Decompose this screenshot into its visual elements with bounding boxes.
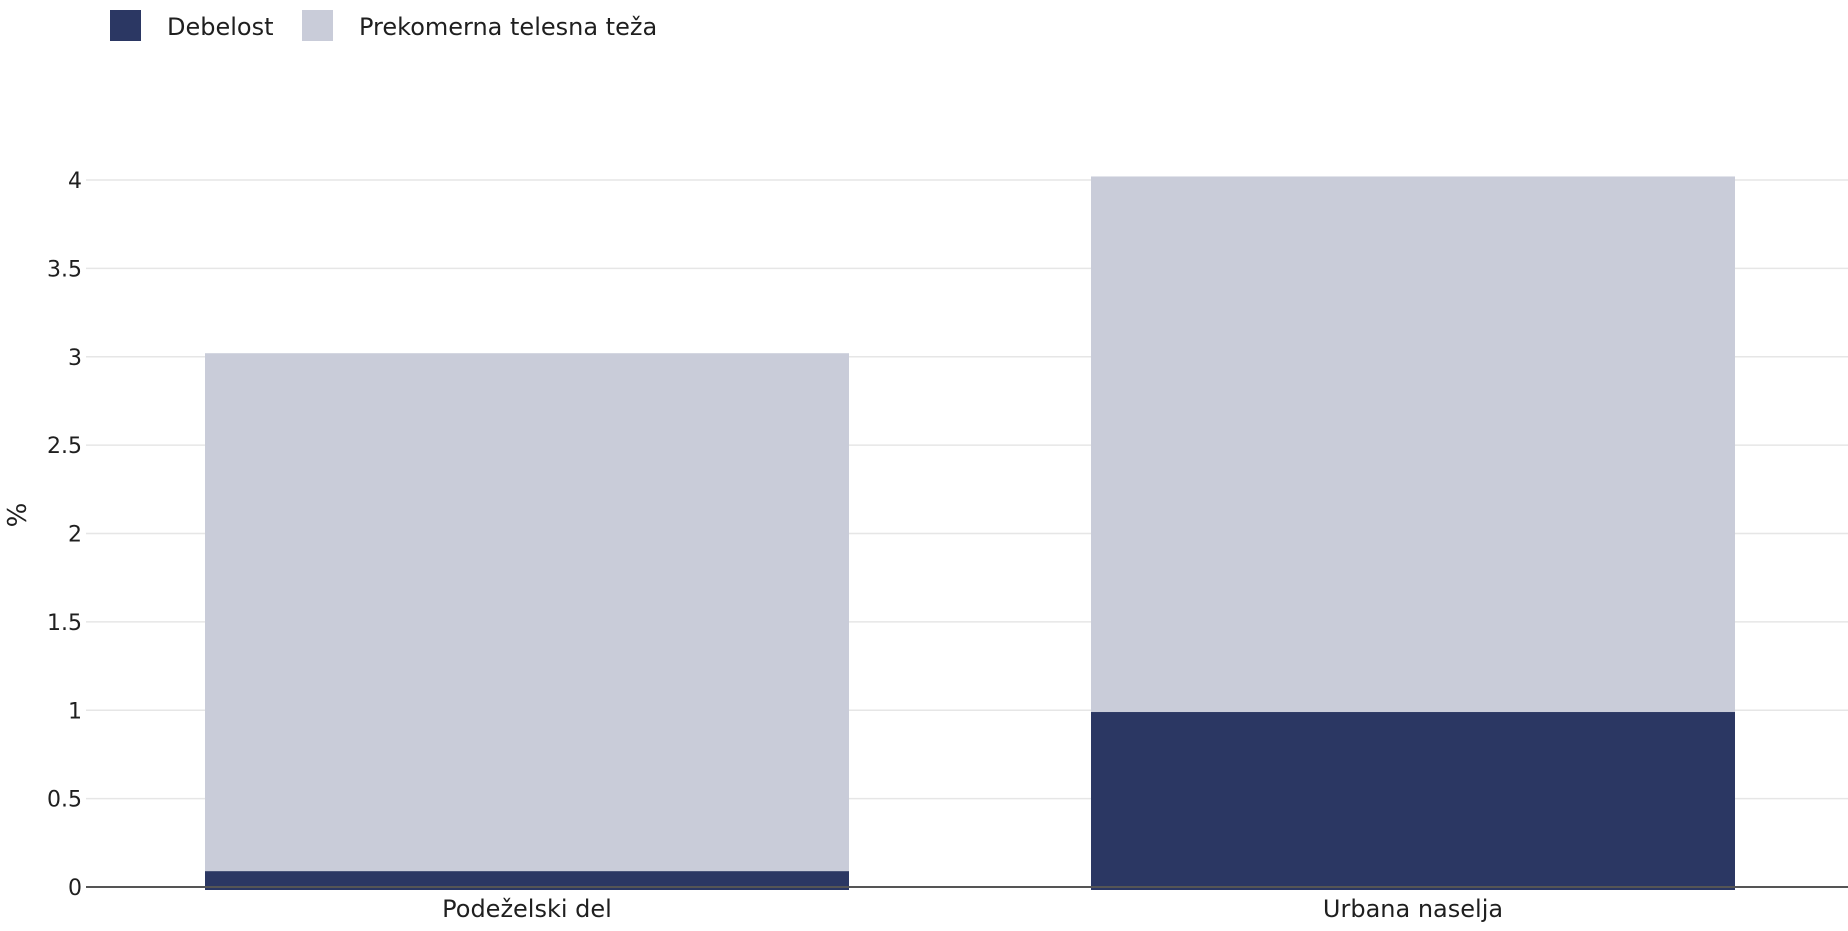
legend-item-1[interactable]: Debelost: [110, 10, 274, 41]
y-axis-title: %: [3, 503, 33, 528]
bar-1-prekomerna[interactable]: [205, 353, 849, 872]
y-tick-label: 1: [68, 699, 82, 724]
x-category-label: Urbana naselja: [1323, 895, 1503, 923]
y-tick-label: 1.5: [47, 611, 82, 636]
legend-label-1: Debelost: [167, 13, 274, 41]
legend-swatch-1: [110, 10, 141, 41]
bar-2-prekomerna[interactable]: [1091, 176, 1735, 713]
legend-swatch-2: [302, 10, 333, 41]
legend: Debelost Prekomerna telesna teža: [110, 10, 657, 41]
y-tick-label: 2.5: [47, 434, 82, 459]
y-tick-label: 0.5: [47, 788, 82, 813]
y-tick-label: 3.5: [47, 257, 82, 282]
bars: [205, 176, 1735, 890]
y-tick-label: 0: [68, 876, 82, 901]
axes: 0 0.5 1 1.5 2 2.5 3 3.5 4 Podeželski del Urbana na…: [3, 169, 1848, 923]
legend-item-2[interactable]: Prekomerna telesna teža: [302, 10, 657, 41]
bar-1-debelost[interactable]: [205, 871, 849, 890]
x-category-label: Podeželski del: [442, 895, 612, 923]
y-tick-label: 4: [68, 169, 82, 194]
y-tick-label: 3: [68, 346, 82, 371]
y-tick-label: 2: [68, 523, 82, 548]
bar-2-debelost[interactable]: [1091, 712, 1735, 890]
legend-label-2: Prekomerna telesna teža: [359, 13, 657, 41]
